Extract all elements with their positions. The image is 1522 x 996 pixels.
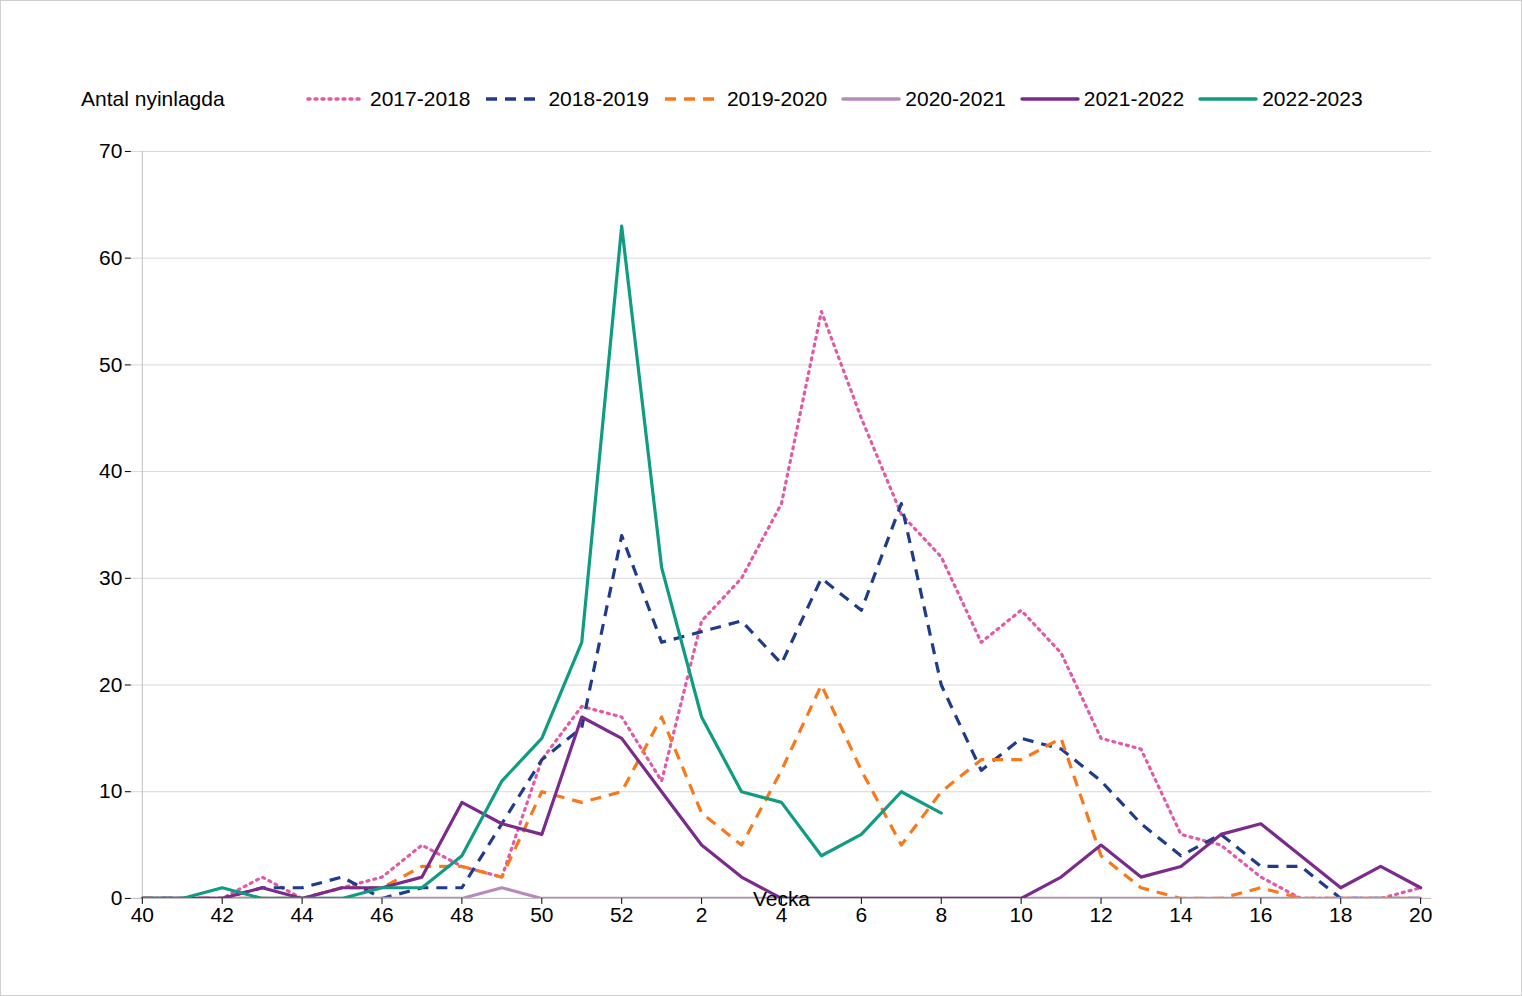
svg-text:70: 70: [99, 139, 122, 162]
html-text:2020-2021: 2020-2021: [905, 87, 1006, 110]
svg-text:Vecka: Vecka: [753, 887, 810, 910]
svg-text:10: 10: [99, 779, 122, 802]
svg-text:60: 60: [99, 246, 122, 269]
svg-text:4: 4: [775, 903, 788, 927]
svg-text:2: 2: [696, 903, 708, 926]
html-text:2021-2022: 2021-2022: [1083, 87, 1185, 110]
svg-text:18: 18: [1329, 903, 1352, 926]
svg-text:20: 20: [99, 673, 122, 696]
svg-text:42: 42: [211, 903, 234, 926]
svg-text:40: 40: [99, 459, 122, 482]
svg-text:46: 46: [370, 903, 393, 926]
svg-text:14: 14: [1169, 903, 1193, 926]
svg-text:30: 30: [99, 566, 122, 589]
svg-text:20: 20: [1409, 903, 1432, 926]
svg-text:44: 44: [290, 903, 314, 926]
svg-text:6: 6: [856, 903, 868, 926]
html-text:2019-2020: 2019-2020: [726, 87, 828, 110]
svg-text:40: 40: [131, 903, 154, 926]
html-text:2017-2018: 2017-2018: [370, 87, 471, 110]
html-text:2018-2019: 2018-2019: [548, 87, 649, 110]
svg-text:10: 10: [1009, 903, 1032, 926]
html-text:2022-2023: 2022-2023: [1262, 87, 1363, 110]
svg-text:12: 12: [1089, 903, 1112, 926]
svg-text:48: 48: [450, 903, 473, 926]
svg-text:50: 50: [530, 903, 553, 926]
svg-text:8: 8: [935, 903, 947, 926]
html-text:Antal nyinlagda: Antal nyinlagda: [81, 87, 225, 110]
svg-text:50: 50: [99, 353, 122, 376]
svg-text:16: 16: [1249, 903, 1272, 926]
svg-text:0: 0: [111, 886, 123, 909]
svg-text:52: 52: [610, 903, 633, 926]
